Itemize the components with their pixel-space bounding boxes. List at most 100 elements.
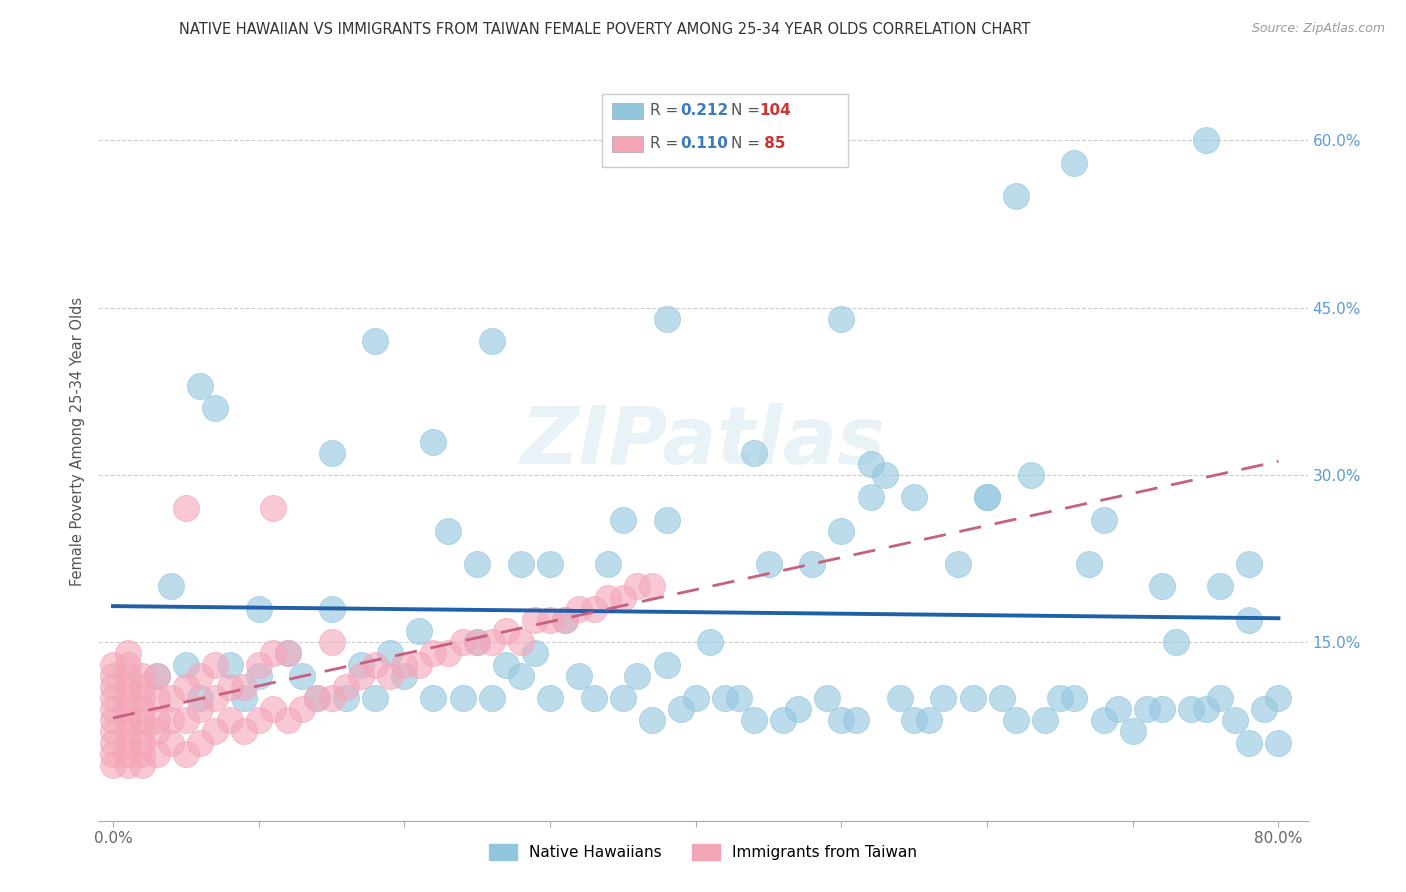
Native Hawaiians	[408, 624, 430, 639]
Native Hawaiians	[1166, 635, 1188, 649]
Immigrants from Taiwan	[145, 714, 167, 728]
Immigrants from Taiwan	[291, 702, 314, 716]
Immigrants from Taiwan	[538, 613, 561, 627]
Native Hawaiians	[1019, 467, 1042, 482]
Legend: Native Hawaiians, Immigrants from Taiwan: Native Hawaiians, Immigrants from Taiwan	[484, 838, 922, 866]
Native Hawaiians	[465, 635, 488, 649]
Immigrants from Taiwan	[465, 635, 488, 649]
Native Hawaiians	[190, 690, 212, 705]
Immigrants from Taiwan	[131, 690, 153, 705]
Immigrants from Taiwan	[131, 669, 153, 683]
Immigrants from Taiwan	[233, 724, 256, 739]
Immigrants from Taiwan	[131, 702, 153, 716]
Native Hawaiians	[1033, 714, 1056, 728]
Immigrants from Taiwan	[451, 635, 474, 649]
Native Hawaiians	[598, 557, 620, 572]
Immigrants from Taiwan	[233, 680, 256, 694]
Immigrants from Taiwan	[277, 646, 299, 660]
Immigrants from Taiwan	[101, 680, 124, 694]
Immigrants from Taiwan	[190, 669, 212, 683]
Immigrants from Taiwan	[437, 646, 460, 660]
Native Hawaiians	[451, 690, 474, 705]
Immigrants from Taiwan	[145, 724, 167, 739]
Native Hawaiians	[830, 312, 852, 326]
Native Hawaiians	[568, 669, 591, 683]
Immigrants from Taiwan	[262, 501, 284, 516]
Native Hawaiians	[174, 657, 197, 672]
Native Hawaiians	[160, 580, 183, 594]
Text: NATIVE HAWAIIAN VS IMMIGRANTS FROM TAIWAN FEMALE POVERTY AMONG 25-34 YEAR OLDS C: NATIVE HAWAIIAN VS IMMIGRANTS FROM TAIWA…	[179, 22, 1031, 37]
Text: Source: ZipAtlas.com: Source: ZipAtlas.com	[1251, 22, 1385, 36]
Native Hawaiians	[641, 714, 664, 728]
Immigrants from Taiwan	[117, 735, 139, 749]
Native Hawaiians	[859, 457, 882, 471]
Native Hawaiians	[509, 557, 531, 572]
Native Hawaiians	[218, 657, 240, 672]
Immigrants from Taiwan	[641, 580, 664, 594]
Native Hawaiians	[1107, 702, 1129, 716]
Immigrants from Taiwan	[101, 690, 124, 705]
Native Hawaiians	[321, 602, 343, 616]
Native Hawaiians	[378, 646, 401, 660]
Native Hawaiians	[1239, 557, 1261, 572]
Immigrants from Taiwan	[495, 624, 517, 639]
Native Hawaiians	[1209, 580, 1232, 594]
Text: 104: 104	[759, 103, 792, 118]
Immigrants from Taiwan	[247, 657, 270, 672]
Native Hawaiians	[772, 714, 794, 728]
Immigrants from Taiwan	[145, 747, 167, 761]
Native Hawaiians	[728, 690, 751, 705]
Native Hawaiians	[918, 714, 941, 728]
Native Hawaiians	[1092, 714, 1115, 728]
Immigrants from Taiwan	[101, 657, 124, 672]
Immigrants from Taiwan	[117, 714, 139, 728]
Immigrants from Taiwan	[145, 669, 167, 683]
Native Hawaiians	[1063, 156, 1085, 170]
Y-axis label: Female Poverty Among 25-34 Year Olds: Female Poverty Among 25-34 Year Olds	[70, 297, 86, 586]
Native Hawaiians	[1005, 189, 1028, 203]
Native Hawaiians	[699, 635, 721, 649]
Native Hawaiians	[1063, 690, 1085, 705]
Immigrants from Taiwan	[321, 635, 343, 649]
Native Hawaiians	[830, 714, 852, 728]
Immigrants from Taiwan	[101, 714, 124, 728]
Immigrants from Taiwan	[117, 669, 139, 683]
Immigrants from Taiwan	[568, 602, 591, 616]
Native Hawaiians	[481, 690, 503, 705]
Native Hawaiians	[845, 714, 868, 728]
Immigrants from Taiwan	[277, 714, 299, 728]
Native Hawaiians	[962, 690, 984, 705]
Native Hawaiians	[350, 657, 373, 672]
Immigrants from Taiwan	[218, 714, 240, 728]
Native Hawaiians	[495, 657, 517, 672]
Immigrants from Taiwan	[204, 657, 226, 672]
Native Hawaiians	[758, 557, 780, 572]
Native Hawaiians	[364, 334, 387, 349]
Native Hawaiians	[932, 690, 955, 705]
Native Hawaiians	[335, 690, 357, 705]
Native Hawaiians	[903, 490, 925, 504]
Native Hawaiians	[277, 646, 299, 660]
Immigrants from Taiwan	[117, 690, 139, 705]
Immigrants from Taiwan	[554, 613, 576, 627]
Native Hawaiians	[1049, 690, 1071, 705]
Native Hawaiians	[1150, 702, 1173, 716]
Immigrants from Taiwan	[335, 680, 357, 694]
Native Hawaiians	[524, 646, 547, 660]
Immigrants from Taiwan	[117, 657, 139, 672]
Immigrants from Taiwan	[509, 635, 531, 649]
Immigrants from Taiwan	[101, 747, 124, 761]
Native Hawaiians	[990, 690, 1012, 705]
Native Hawaiians	[976, 490, 998, 504]
Native Hawaiians	[786, 702, 808, 716]
Immigrants from Taiwan	[160, 735, 183, 749]
Native Hawaiians	[1267, 735, 1289, 749]
Immigrants from Taiwan	[321, 690, 343, 705]
Native Hawaiians	[626, 669, 648, 683]
Native Hawaiians	[291, 669, 314, 683]
Native Hawaiians	[1239, 613, 1261, 627]
Native Hawaiians	[1239, 735, 1261, 749]
Immigrants from Taiwan	[481, 635, 503, 649]
Native Hawaiians	[394, 669, 416, 683]
Native Hawaiians	[247, 602, 270, 616]
